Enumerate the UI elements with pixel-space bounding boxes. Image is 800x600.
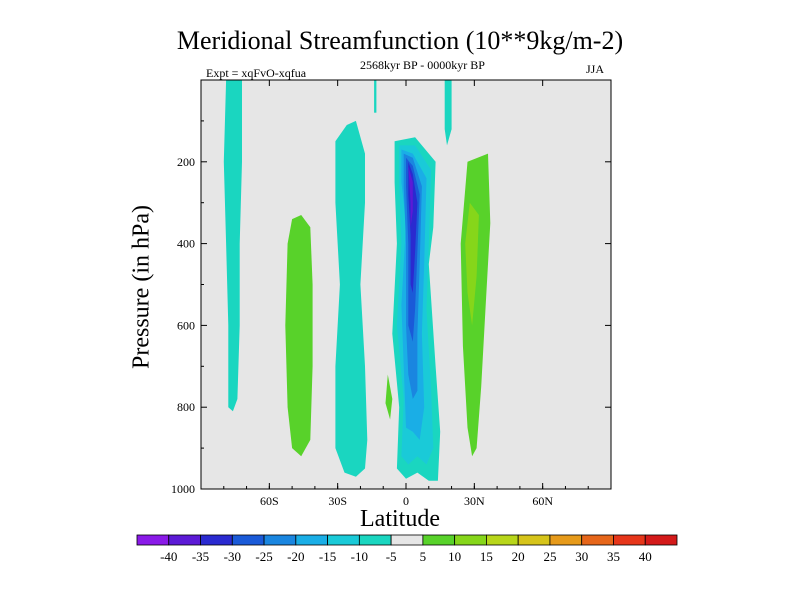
- colorbar-label: -40: [160, 549, 177, 564]
- experiment-label: Expt = xqFvO-xqfua: [206, 66, 307, 80]
- colorbar-label: 10: [448, 549, 461, 564]
- colorbar-label: 30: [575, 549, 588, 564]
- x-axis-label: Latitude: [360, 506, 440, 532]
- colorbar-label: -25: [255, 549, 272, 564]
- colorbar-label: 20: [512, 549, 525, 564]
- colorbar-box: [263, 534, 297, 546]
- x-tick-label: 30N: [464, 494, 485, 508]
- contour-region-band-30n-10: [465, 202, 479, 326]
- period-label: 2568kyr BP - 0000kyr BP: [360, 58, 485, 72]
- y-tick-label: 1000: [171, 482, 195, 496]
- colorbar-label: 40: [639, 549, 652, 564]
- colorbar-box: [231, 534, 265, 546]
- colorbar-label: -10: [351, 549, 368, 564]
- colorbar-box: [613, 534, 646, 546]
- colorbar-label: 15: [480, 549, 493, 564]
- contour-region-band-70s-neg: [223, 80, 242, 412]
- y-tick-label: 400: [177, 237, 195, 251]
- colorbar-box: [327, 534, 360, 546]
- season-label: JJA: [586, 62, 605, 76]
- x-tick-label: 60N: [532, 494, 553, 508]
- y-tick-label: 200: [177, 155, 195, 169]
- colorbar-box: [390, 534, 424, 546]
- colorbar-box: [549, 534, 583, 546]
- colorbar-box: [454, 534, 487, 546]
- colorbar-label: -30: [224, 549, 241, 564]
- x-tick-label: 0: [403, 494, 409, 508]
- contour-region-band-18n-neg-top: [444, 80, 452, 146]
- colorbar-label: -5: [386, 549, 397, 564]
- colorbar-label: -20: [287, 549, 304, 564]
- colorbar-label: 35: [607, 549, 620, 564]
- chart-title: Meridional Streamfunction (10**9kg/m-2): [176, 26, 624, 55]
- colorbar-box: [422, 534, 456, 546]
- contour-region-blob-10s-pos: [385, 374, 393, 420]
- colorbar-box: [295, 534, 328, 546]
- colorbar-label: -35: [192, 549, 209, 564]
- contour-region-band-15s-neg-small: [374, 80, 377, 113]
- colorbar-box: [168, 534, 201, 546]
- colorbar-box: [486, 534, 519, 546]
- colorbar-box: [581, 534, 614, 546]
- colorbar-label: 25: [543, 549, 556, 564]
- colorbar-box: [517, 534, 551, 546]
- y-tick-label: 800: [177, 400, 195, 414]
- contour-region-band-45s-pos: [285, 215, 313, 457]
- contour-region-band-eq-35: [408, 165, 413, 228]
- x-tick-label: 30S: [328, 494, 347, 508]
- colorbar-box: [644, 534, 678, 546]
- colorbar-box: [358, 534, 392, 546]
- colorbar-label: -15: [319, 549, 336, 564]
- y-tick-label: 600: [177, 318, 195, 332]
- colorbar-box: [200, 534, 233, 546]
- x-tick-label: 60S: [260, 494, 279, 508]
- contour-region-band-25s-neg: [335, 120, 368, 477]
- colorbar-box: [136, 534, 170, 546]
- colorbar-label: 5: [420, 549, 427, 564]
